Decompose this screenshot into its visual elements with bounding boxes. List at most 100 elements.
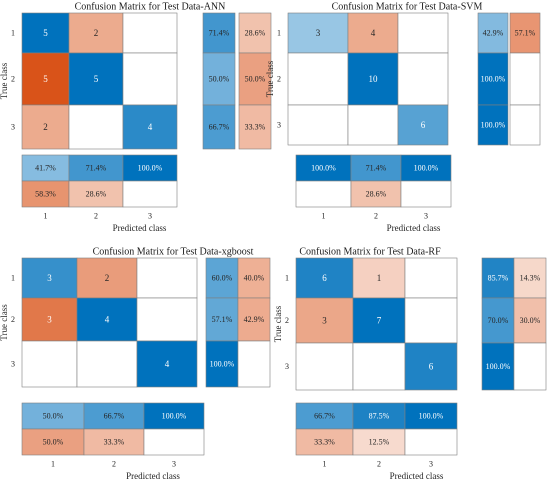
cell-value: 4 <box>165 359 170 369</box>
row-summary-label: 71.4% <box>209 29 230 38</box>
cell-value: 5 <box>94 74 99 84</box>
matrix-cell <box>122 52 178 106</box>
x-tick-label: 1 <box>323 460 327 469</box>
matrix-cell <box>68 12 124 54</box>
column-summary-label: 100.0% <box>414 164 439 173</box>
matrix-cell <box>122 12 178 54</box>
x-tick-label: 3 <box>424 212 428 221</box>
column-summary-cell <box>143 428 205 456</box>
matrix-cell <box>287 104 349 146</box>
x-tick-label: 2 <box>112 460 116 469</box>
cell-value: 10 <box>369 74 379 84</box>
column-summary-cell <box>143 402 205 430</box>
row-summary-label: 60.0% <box>212 274 233 283</box>
cell-value: 3 <box>316 28 321 38</box>
cell-value: 7 <box>377 316 382 326</box>
y-tick-label: 2 <box>285 316 289 325</box>
matrix-cell <box>352 297 406 344</box>
matrix-cell <box>21 52 70 106</box>
confusion-matrix-panel-2: Confusion Matrix for Test Data-SVM 3 4 10 6 1… <box>265 2 541 233</box>
x-tick-label: 3 <box>148 212 152 221</box>
column-summary-label: 28.6% <box>86 190 107 199</box>
y-tick-label: 3 <box>11 360 15 369</box>
column-summary-cell <box>400 180 452 208</box>
row-summary-label: 66.7% <box>209 123 230 132</box>
cell-value: 6 <box>421 120 426 130</box>
x-axis-label: Predicted class <box>126 471 180 481</box>
y-axis-label: True class <box>265 60 275 97</box>
matrix-cell <box>397 12 449 54</box>
row-summary-cell <box>238 12 272 54</box>
matrix-cell <box>21 340 78 388</box>
row-summary-cell <box>481 342 515 391</box>
confusion-matrix-panel-4: Confusion Matrix for Test Data-RF6 13 7612… <box>273 247 547 481</box>
y-tick-label: 1 <box>11 274 15 283</box>
x-axis-label: Predicted class <box>387 223 441 233</box>
cell-value: 5 <box>43 28 48 38</box>
x-tick-label: 1 <box>322 212 326 221</box>
column-summary-cell <box>21 428 85 456</box>
row-summary-cell <box>237 340 271 388</box>
y-tick-label: 1 <box>11 29 15 38</box>
row-summary-label: 33.3% <box>245 123 266 132</box>
matrix-cell <box>136 340 198 388</box>
row-summary-cell <box>477 52 509 106</box>
column-summary-cell <box>352 428 406 456</box>
y-tick-label: 3 <box>11 123 15 132</box>
matrix-cell <box>136 297 198 342</box>
matrix-cell <box>76 340 138 388</box>
column-summary-cell <box>21 402 85 430</box>
x-axis-label: Predicted class <box>113 223 167 233</box>
y-tick-label: 1 <box>285 274 289 283</box>
cell-value: 3 <box>47 315 52 325</box>
matrix-cell <box>136 257 198 299</box>
row-summary-label: 100.0% <box>486 362 511 371</box>
column-summary-cell <box>350 180 402 208</box>
x-tick-label: 2 <box>377 460 381 469</box>
row-summary-cell <box>513 342 547 391</box>
matrix-cell <box>404 342 458 391</box>
row-summary-label: 50.0% <box>245 75 266 84</box>
chart-title: Confusion Matrix for Test Data-ANN <box>75 2 226 13</box>
x-tick-label: 3 <box>172 460 176 469</box>
cell-value: 4 <box>105 315 110 325</box>
row-summary-label: 100.0% <box>210 360 235 369</box>
cell-value: 6 <box>322 273 327 283</box>
matrix-cell <box>287 12 349 54</box>
cell-value: 4 <box>148 122 153 132</box>
column-summary-label: 100.0% <box>162 412 187 421</box>
matrix-cell <box>404 257 458 299</box>
matrix-cell <box>287 52 349 106</box>
column-summary-label: 87.5% <box>369 412 390 421</box>
matrix-cell <box>352 257 406 299</box>
cell-value: 2 <box>94 28 99 38</box>
row-summary-label: 42.9% <box>483 29 504 38</box>
column-summary-cell <box>295 402 354 430</box>
matrix-cell <box>397 52 449 106</box>
column-summary-label: 33.3% <box>104 438 125 447</box>
row-summary-label: 40.0% <box>244 274 265 283</box>
row-summary-label: 57.1% <box>515 29 536 38</box>
matrix-cell <box>295 297 354 344</box>
column-summary-cell <box>400 154 452 182</box>
column-summary-cell <box>295 180 352 208</box>
cell-value: 2 <box>105 273 110 283</box>
matrix-cell <box>21 104 70 150</box>
matrix-cell <box>404 297 458 344</box>
column-summary-label: 58.3% <box>35 190 56 199</box>
column-summary-label: 28.6% <box>366 190 387 199</box>
column-summary-label: 100.0% <box>138 164 163 173</box>
chart-title: Confusion Matrix for Test Data-xgboost <box>93 247 254 258</box>
row-summary-cell <box>509 12 541 54</box>
confusion-matrix-panel-3: Confusion Matrix for Test Data-xgboost 3 2… <box>0 247 271 481</box>
row-summary-label: 100.0% <box>481 75 506 84</box>
column-summary-label: 66.7% <box>104 412 125 421</box>
chart-title: Confusion Matrix for Test Data-RF <box>299 247 441 258</box>
column-summary-cell <box>295 428 354 456</box>
row-summary-label: 100.0% <box>481 121 506 130</box>
column-summary-cell <box>352 402 406 430</box>
y-tick-label: 3 <box>277 121 281 130</box>
matrix-cell <box>347 12 399 54</box>
row-summary-label: 42.9% <box>244 315 265 324</box>
